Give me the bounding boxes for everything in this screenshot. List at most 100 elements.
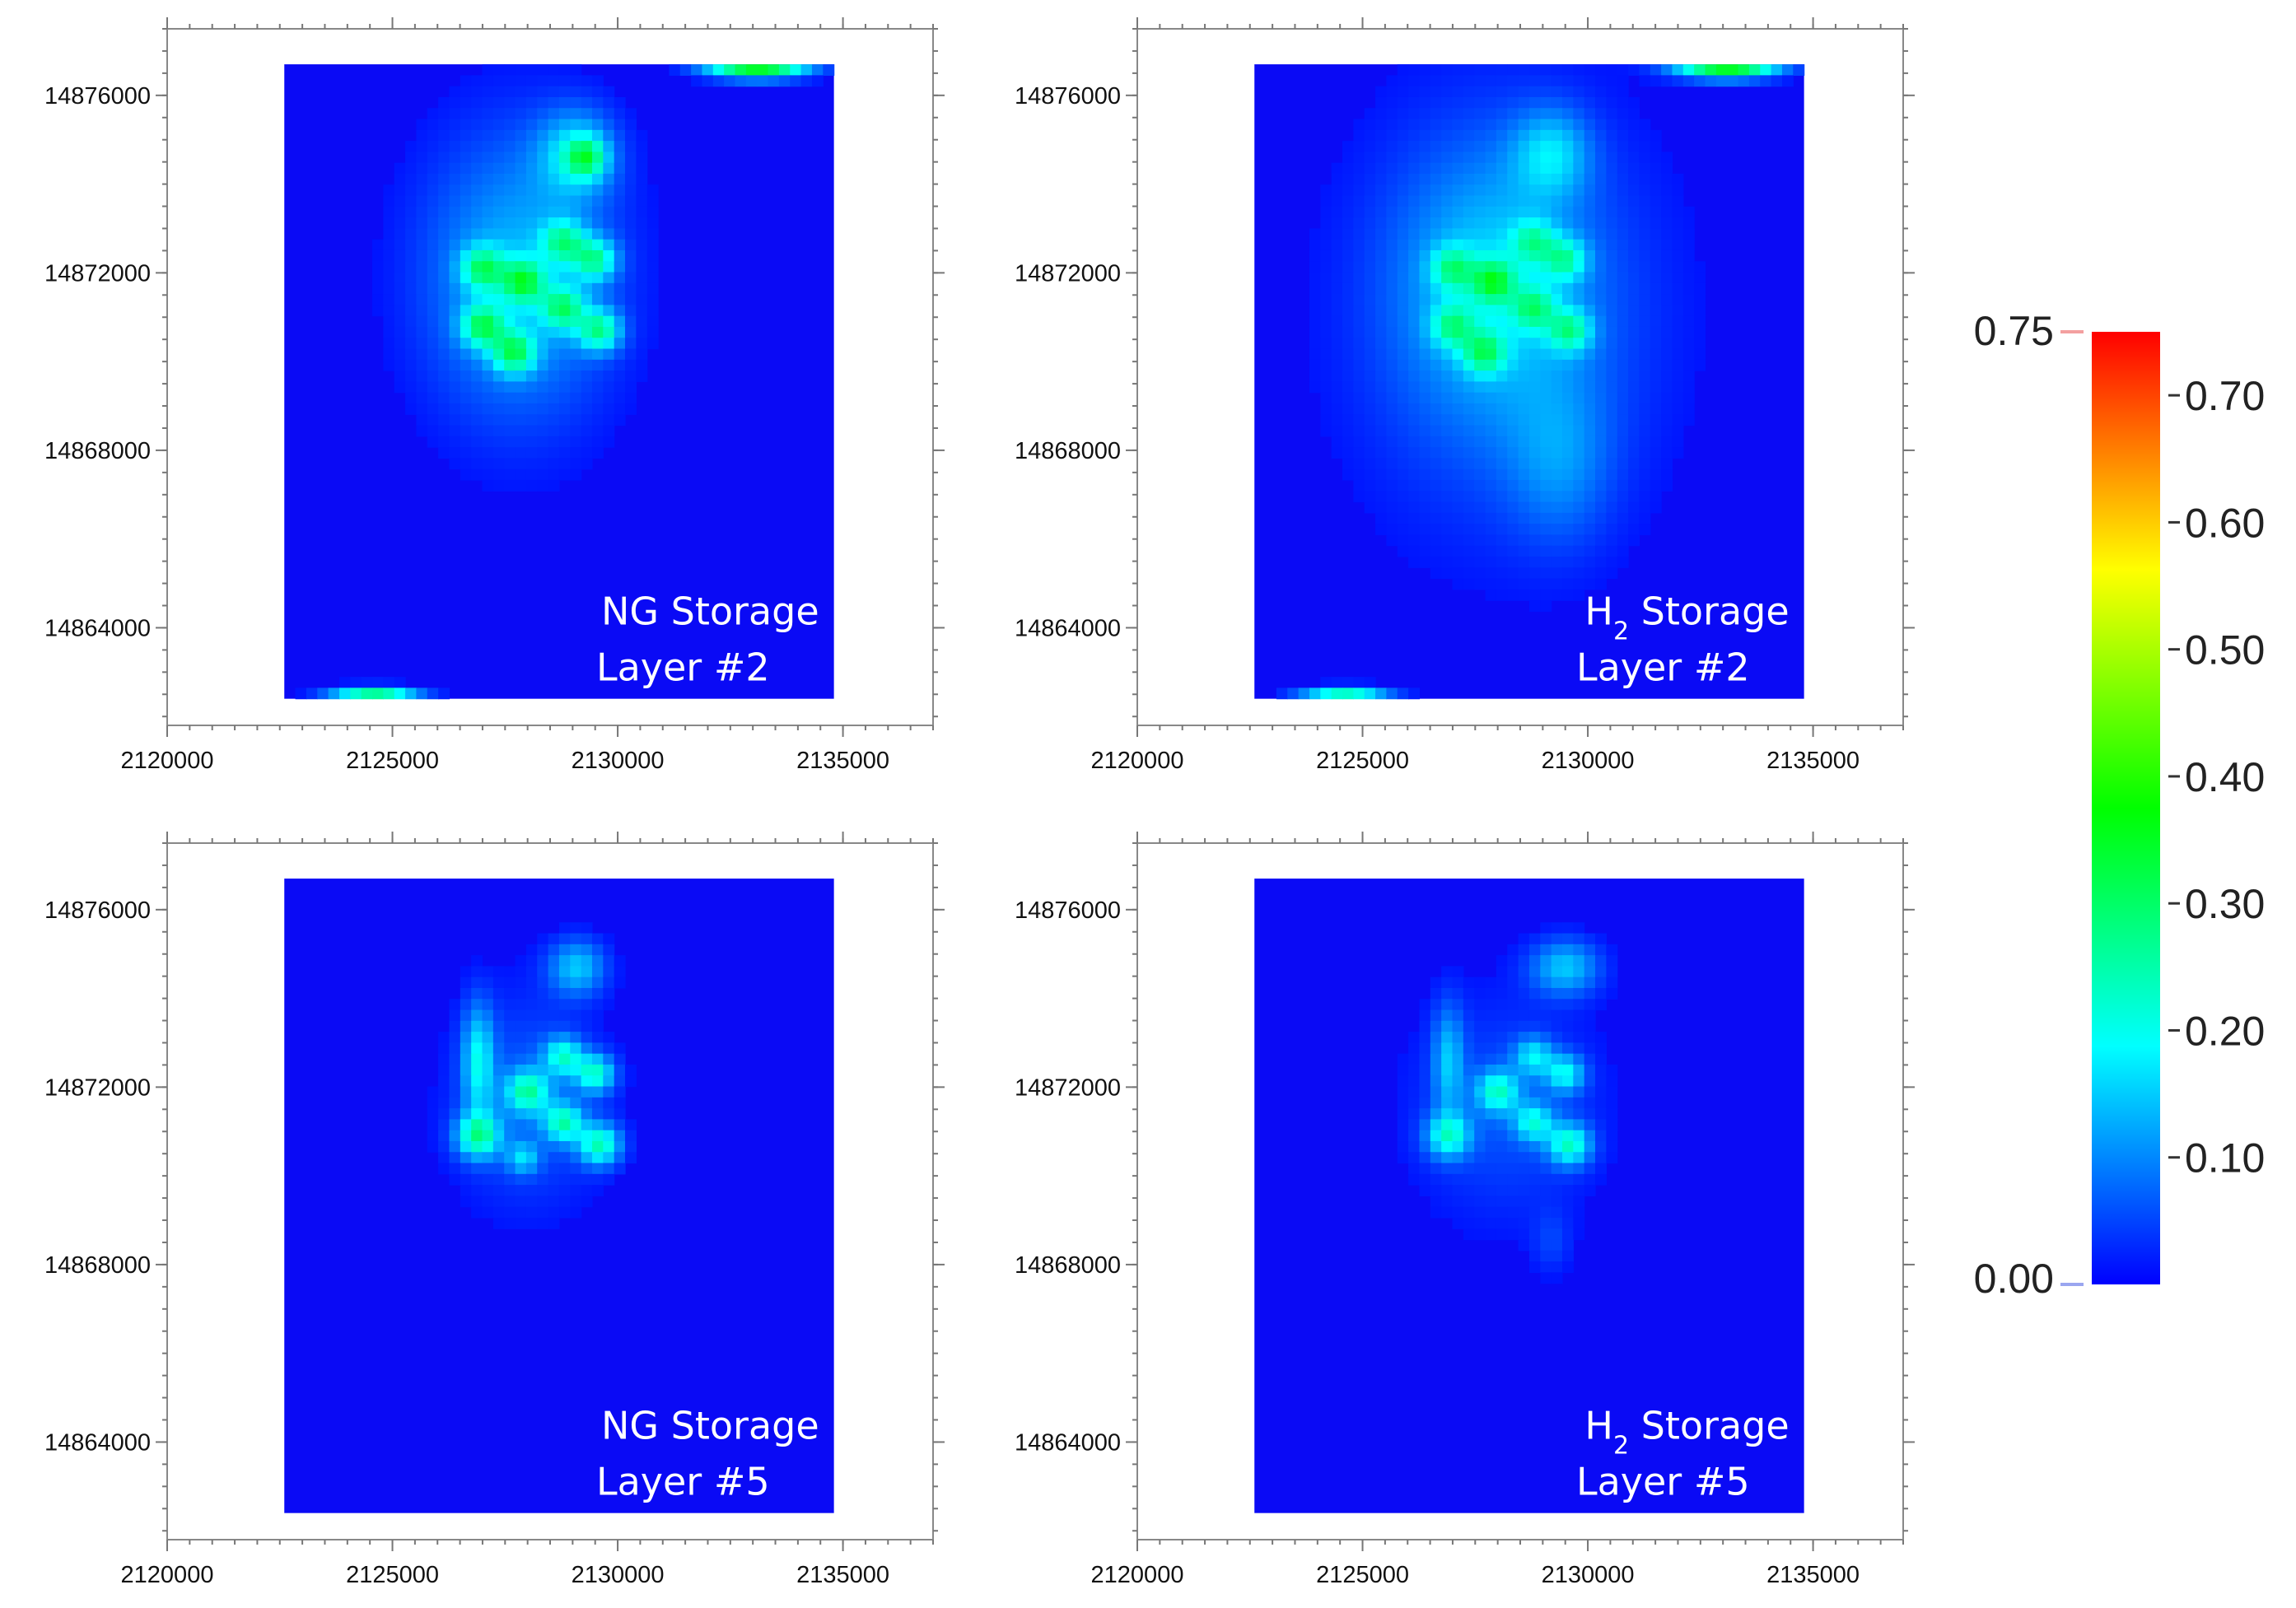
heatmap-cell — [1485, 86, 1497, 98]
heatmap-cell — [471, 403, 483, 415]
heatmap-cell — [1551, 173, 1563, 185]
heatmap-cell — [581, 1140, 593, 1153]
heatmap-cell — [1595, 228, 1607, 240]
heatmap-cell — [492, 348, 505, 361]
heatmap-cell — [548, 141, 560, 152]
heatmap-cell — [1561, 195, 1574, 207]
heatmap-cell — [471, 1206, 483, 1219]
heatmap-cell — [1561, 1239, 1574, 1251]
heatmap-cell — [515, 195, 527, 207]
heatmap-cell — [1507, 479, 1519, 492]
heatmap-cell — [1430, 468, 1442, 481]
heatmap-cell — [1507, 162, 1519, 175]
heatmap-cell — [438, 371, 450, 382]
heatmap-cell — [614, 955, 626, 967]
heatmap-cell — [1496, 228, 1508, 240]
heatmap-cell — [1528, 326, 1541, 338]
heatmap-cell — [1682, 239, 1695, 251]
heatmap-cell — [1463, 468, 1475, 481]
heatmap-cell — [482, 1152, 494, 1164]
heatmap-cell — [460, 966, 472, 978]
heatmap-cell — [449, 1009, 461, 1022]
heatmap-cell — [1573, 141, 1585, 152]
heatmap-cell — [1507, 534, 1519, 547]
heatmap-cell — [570, 326, 582, 338]
heatmap-cell — [438, 141, 450, 152]
heatmap-cell — [460, 392, 472, 404]
heatmap-cell — [525, 294, 538, 305]
heatmap-cell — [1528, 305, 1541, 317]
heatmap-cell — [1364, 359, 1376, 371]
heatmap-cell — [537, 1119, 549, 1131]
heatmap-cell — [1540, 315, 1552, 328]
heatmap-cell — [1528, 315, 1541, 328]
heatmap-cell — [1474, 294, 1486, 305]
heatmap-cell — [438, 403, 450, 415]
heatmap-cell — [1561, 1163, 1574, 1175]
heatmap-cell — [1507, 338, 1519, 350]
heatmap-cell — [438, 436, 450, 448]
heatmap-cell — [1408, 458, 1421, 470]
heatmap-cell — [1386, 338, 1398, 350]
heatmap-cell — [1528, 955, 1541, 967]
heatmap-cell — [712, 64, 725, 76]
heatmap-cell — [1573, 589, 1585, 601]
heatmap-cell — [1342, 381, 1354, 394]
heatmap-cell — [1485, 501, 1497, 514]
heatmap-cell — [1309, 371, 1321, 382]
heatmap-cell — [1496, 512, 1508, 524]
heatmap-cell — [504, 436, 516, 448]
heatmap-cell — [636, 228, 648, 240]
heatmap-cell — [1430, 1152, 1442, 1164]
heatmap-cell — [525, 414, 538, 426]
heatmap-cell — [1561, 86, 1574, 98]
heatmap-cell — [558, 1009, 571, 1022]
heatmap-cell — [1364, 338, 1376, 350]
heatmap-cell — [492, 1196, 505, 1208]
heatmap-cell — [1430, 1173, 1442, 1186]
heatmap-cell — [1528, 403, 1541, 415]
heatmap-cell — [482, 348, 494, 361]
heatmap-cell — [1650, 64, 1662, 76]
heatmap-cell — [416, 687, 428, 700]
heatmap-cell — [570, 151, 582, 164]
heatmap-cell — [1507, 381, 1519, 394]
heatmap-cell — [1528, 1097, 1541, 1109]
heatmap-cell — [625, 1152, 637, 1164]
heatmap-cell — [1540, 1163, 1552, 1175]
heatmap-cell — [1518, 206, 1530, 218]
heatmap-cell — [492, 1020, 505, 1032]
heatmap-cell — [1342, 447, 1354, 459]
heatmap-cell — [570, 1097, 582, 1109]
heatmap-cell — [581, 217, 593, 229]
heatmap-cell — [383, 206, 395, 218]
heatmap-cell — [1617, 479, 1629, 492]
heatmap-cell — [438, 249, 450, 262]
heatmap-cell — [570, 184, 582, 197]
heatmap-cell — [492, 458, 505, 470]
heatmap-cell — [383, 261, 395, 273]
heatmap-cell — [1584, 305, 1596, 317]
heatmap-cell — [1672, 425, 1684, 437]
heatmap-cell — [1584, 1086, 1596, 1098]
heatmap-cell — [1485, 1086, 1497, 1098]
heatmap-cell — [449, 119, 461, 131]
heatmap-cell — [1463, 239, 1475, 251]
heatmap-cell — [1496, 305, 1508, 317]
heatmap-cell — [1419, 1108, 1431, 1120]
heatmap-cell — [1694, 338, 1706, 350]
heatmap-cell — [1397, 129, 1409, 142]
heatmap-cell — [558, 1163, 571, 1175]
heatmap-cell — [1606, 447, 1618, 459]
heatmap-cell — [1617, 261, 1629, 273]
heatmap-cell — [482, 206, 494, 218]
heatmap-cell — [591, 1140, 604, 1153]
heatmap-cell — [1606, 966, 1618, 978]
heatmap-cell — [1507, 359, 1519, 371]
heatmap-cell — [1496, 338, 1508, 350]
heatmap-cell — [394, 184, 406, 197]
heatmap-cell — [515, 1009, 527, 1022]
heatmap-cell — [1364, 392, 1376, 404]
colorbar-tick-label: 0.40 — [2185, 754, 2265, 800]
heatmap-cell — [1606, 162, 1618, 175]
